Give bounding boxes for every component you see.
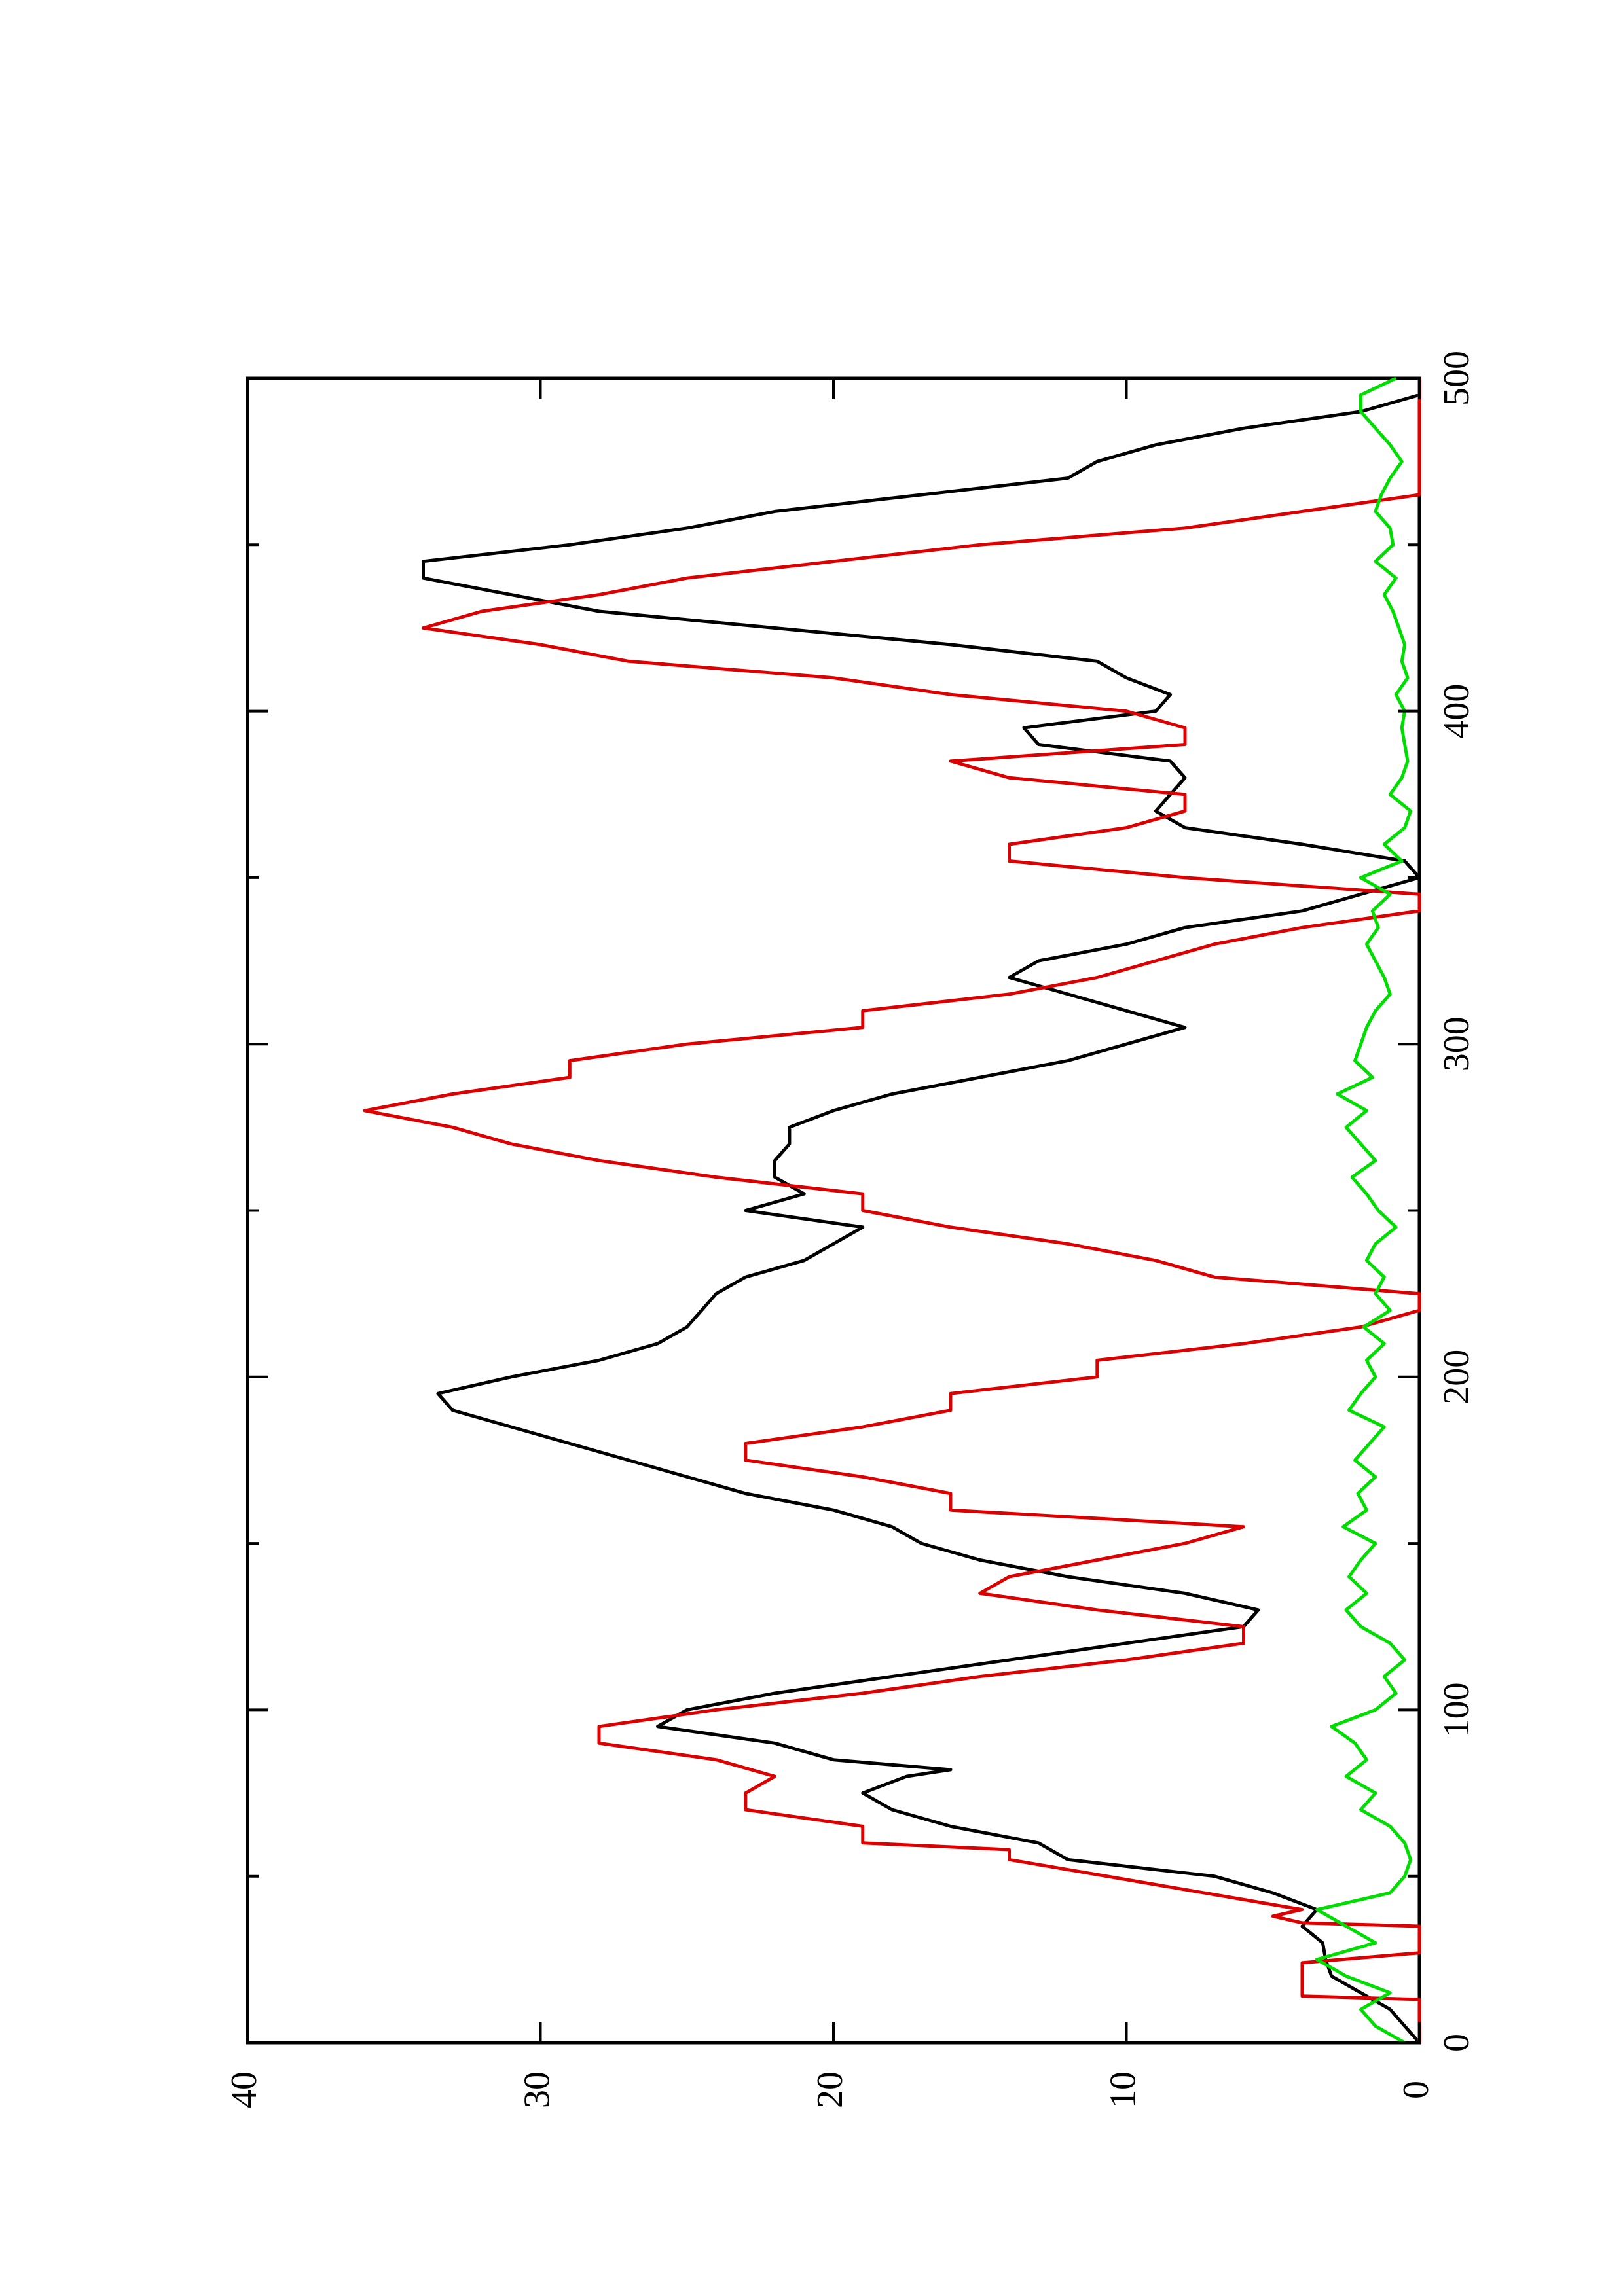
tick-labels-layer: 0 100 200 300 400 500 0 10 20 30 40 xyxy=(224,351,1477,2108)
ticks-layer xyxy=(246,377,1421,2044)
x-tick-label: 400 xyxy=(1436,684,1477,739)
series-line-3 xyxy=(1315,376,1413,2045)
y-tick-label: 0 xyxy=(1396,2081,1436,2099)
x-tick-label: 300 xyxy=(1436,1016,1477,1071)
y-tick-label: 10 xyxy=(1103,2072,1143,2108)
x-tick-label: 0 xyxy=(1436,2034,1477,2052)
x-tick-label: 100 xyxy=(1436,1682,1477,1737)
y-tick-label: 30 xyxy=(517,2072,557,2108)
y-tick-label: 20 xyxy=(810,2072,850,2108)
series-line-1 xyxy=(422,378,1421,2044)
y-tick-label: 40 xyxy=(224,2072,264,2108)
series-line-2 xyxy=(363,378,1421,2043)
series-layer xyxy=(363,376,1421,2045)
x-tick-label: 500 xyxy=(1436,351,1477,406)
x-tick-label: 200 xyxy=(1436,1350,1477,1405)
